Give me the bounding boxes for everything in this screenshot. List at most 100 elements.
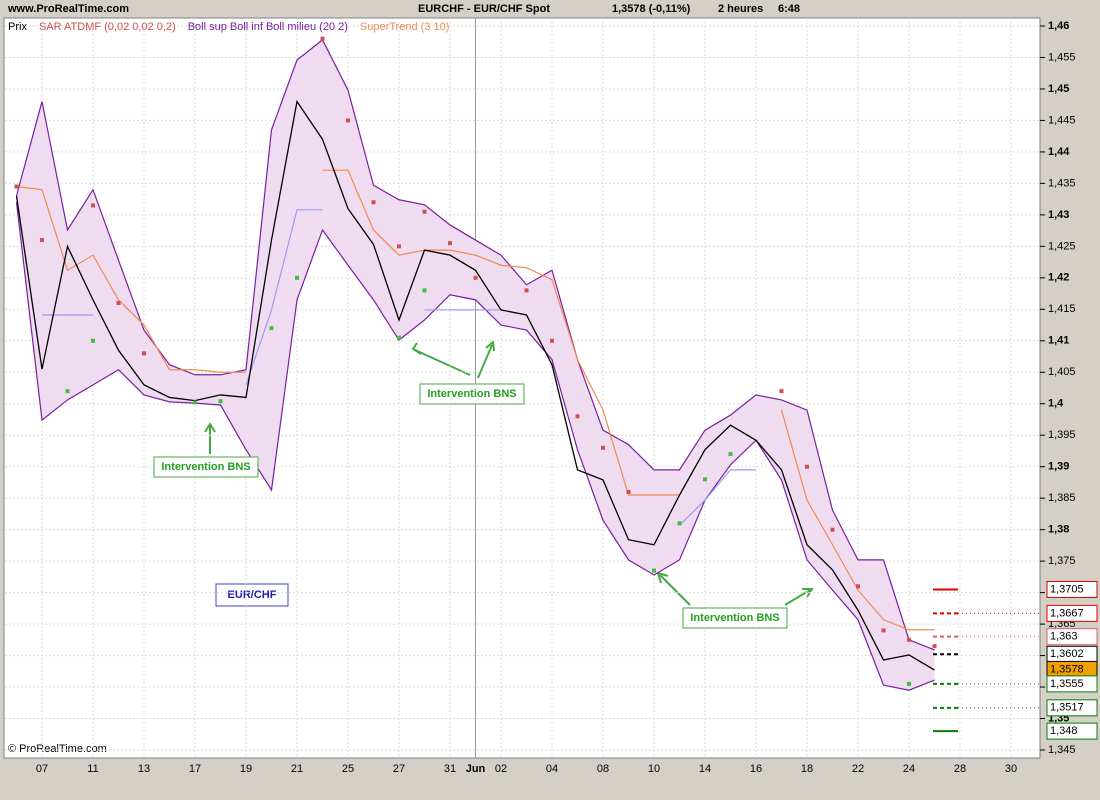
y-tick-label: 1,395 [1048,429,1076,441]
series-line [15,202,935,691]
period: 2 heures [718,3,763,15]
x-tick-label: 19 [240,763,252,775]
sar-dot [295,275,299,280]
sar-dot [652,568,656,573]
annotation-box [682,607,788,629]
sar-dot [142,351,146,356]
sar-dot [550,338,554,343]
annotation: Intervention BNS [161,461,250,473]
time: 6:48 [778,3,800,15]
series-line [42,209,756,526]
price-tag-label: 1,363 [1050,631,1078,643]
sar-dot [524,288,529,293]
price-tag [1046,604,1098,622]
sar-dot [575,414,580,419]
site: www.ProRealTime.com [7,3,129,15]
legend-item: Boll sup Boll inf Boll milieu (20 2) [188,21,348,33]
x-tick-label: 14 [699,763,711,775]
x-tick-label: 30 [1005,763,1017,775]
sar-dot [193,400,197,405]
y-tick-label: 1,455 [1048,51,1076,63]
sar-dot [422,288,427,293]
annotation: Intervention BNS [690,612,779,624]
sar-dot [269,326,274,331]
sar-dot [805,464,809,469]
y-tick-label: 1,46 [1048,20,1069,32]
price-tag-label: 1,3705 [1050,583,1084,595]
sar-dot [473,275,478,280]
x-tick-label: 27 [393,763,405,775]
symbol-box [215,583,289,607]
y-tick-label: 1,39 [1048,461,1069,473]
y-tick-label: 1,405 [1048,366,1076,378]
x-tick-label: 11 [87,763,98,775]
sar-dot [856,584,860,589]
series-line [15,38,935,651]
price-tag-label: 1,3667 [1050,607,1084,619]
x-tick-label: 21 [291,763,303,775]
sar-dot [703,477,707,482]
y-tick-label: 1,435 [1048,177,1076,189]
sar-dot [422,209,427,214]
series-line [16,169,935,631]
x-tick-label: 13 [138,763,150,775]
sar-dot [881,628,886,633]
sar-dot [91,203,95,208]
x-tick-label: 02 [495,763,507,775]
sar-dot [40,238,44,243]
x-tick-label: 22 [852,763,864,775]
price-tag-label: 1,3555 [1050,678,1084,690]
sar-dot [65,389,70,394]
y-tick-label: 1,425 [1048,240,1076,252]
annotation: Intervention BNS [427,388,516,400]
x-tick-label: 24 [903,763,915,775]
arrows [204,340,814,606]
y-tick-label: 1,385 [1048,492,1076,504]
y-tick-label: 1,45 [1048,83,1069,95]
y-tick-label: 1,345 [1048,744,1076,756]
x-tick-label: 31 [444,763,456,775]
y-tick-label: 1,4 [1048,398,1064,410]
price-tag [1046,675,1098,693]
x-tick-label: 07 [36,763,48,775]
sar-dot [397,335,401,340]
x-tick-label: 28 [954,763,966,775]
x-tick-label: 18 [801,763,813,775]
x-tick-label: 17 [189,763,201,775]
last-price: 1,3578 (-0,11%) [612,3,691,15]
sar-dot [320,36,325,41]
annotation-box [419,383,525,405]
symbol-label: EUR/CHF [228,589,277,601]
y-tick-label: 1,38 [1048,524,1069,536]
series-line [15,99,935,671]
sar-dot [677,521,682,526]
y-tick-label: 1,445 [1048,114,1076,126]
sar-dot [907,681,911,686]
price-tag [1046,580,1098,598]
price-tag [1046,722,1098,740]
price-tag-label: 1,3517 [1050,702,1084,714]
price-tag-label: 1,3602 [1050,648,1084,660]
sar-dot [626,489,631,494]
sar-dot [116,301,121,306]
annotation-box [153,456,259,478]
copyright: © ProRealTime.com [8,743,107,755]
price-tag [1046,699,1098,717]
sar-dot [91,338,95,343]
y-tick-label: 1,415 [1048,303,1076,315]
sar-dot [907,637,911,642]
x-tick-label: 04 [546,763,558,775]
y-tick-label: 1,41 [1048,335,1069,347]
price-tag-label: 1,3578 [1050,663,1084,675]
x-tick-label: 10 [648,763,660,775]
price-tag [1046,628,1098,646]
legend-item: Prix [8,21,27,33]
y-tick-label: 1,42 [1048,272,1069,284]
instrument: EURCHF - EUR/CHF Spot [418,3,550,15]
sar-dot [830,527,835,532]
y-tick-label: 1,44 [1048,146,1070,158]
sar-dot [14,184,19,189]
sar-dot [218,399,223,404]
price-tag-label: 1,348 [1050,725,1078,737]
